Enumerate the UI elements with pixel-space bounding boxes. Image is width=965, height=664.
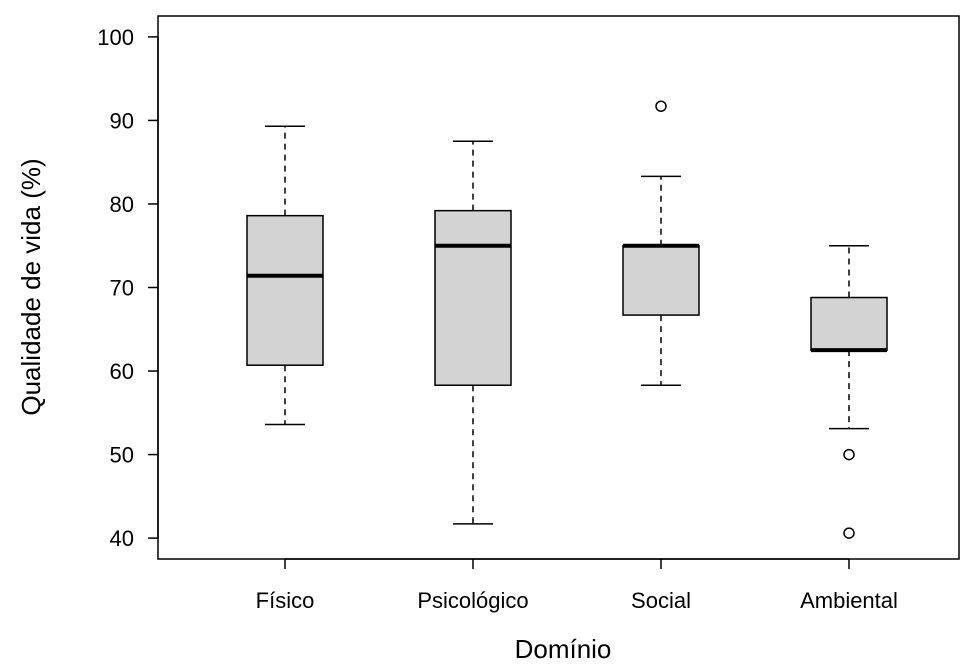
y-tick-label: 80 — [110, 192, 134, 217]
y-tick-label: 40 — [110, 526, 134, 551]
y-axis: 40 50 60 70 80 90 100 — [97, 25, 159, 551]
boxes — [246, 100, 888, 539]
y-tick-label: 100 — [97, 25, 134, 50]
box-group — [246, 125, 324, 426]
outlier-point — [655, 100, 667, 112]
x-tick-label: Social — [631, 588, 691, 613]
x-tick-label: Ambiental — [800, 588, 898, 613]
y-tick-label: 90 — [110, 108, 134, 133]
y-axis-title: Qualidade de vida (%) — [16, 158, 46, 415]
x-tick-label: Físico — [256, 588, 315, 613]
box-iqr — [246, 214, 324, 366]
outlier-point — [843, 527, 855, 539]
box-iqr — [622, 244, 700, 316]
y-tick-label: 50 — [110, 443, 134, 468]
box-group — [810, 244, 888, 539]
x-axis: Físico Psicológico Social Ambiental — [256, 558, 898, 613]
box-iqr — [434, 209, 512, 386]
box-group — [434, 140, 512, 525]
y-tick-label: 60 — [110, 359, 134, 384]
outlier-point — [843, 448, 855, 461]
box-iqr — [810, 296, 888, 351]
x-axis-title: Domínio — [515, 634, 612, 664]
box-group — [622, 100, 700, 386]
x-tick-label: Psicológico — [417, 588, 528, 613]
y-tick-label: 70 — [110, 276, 134, 301]
